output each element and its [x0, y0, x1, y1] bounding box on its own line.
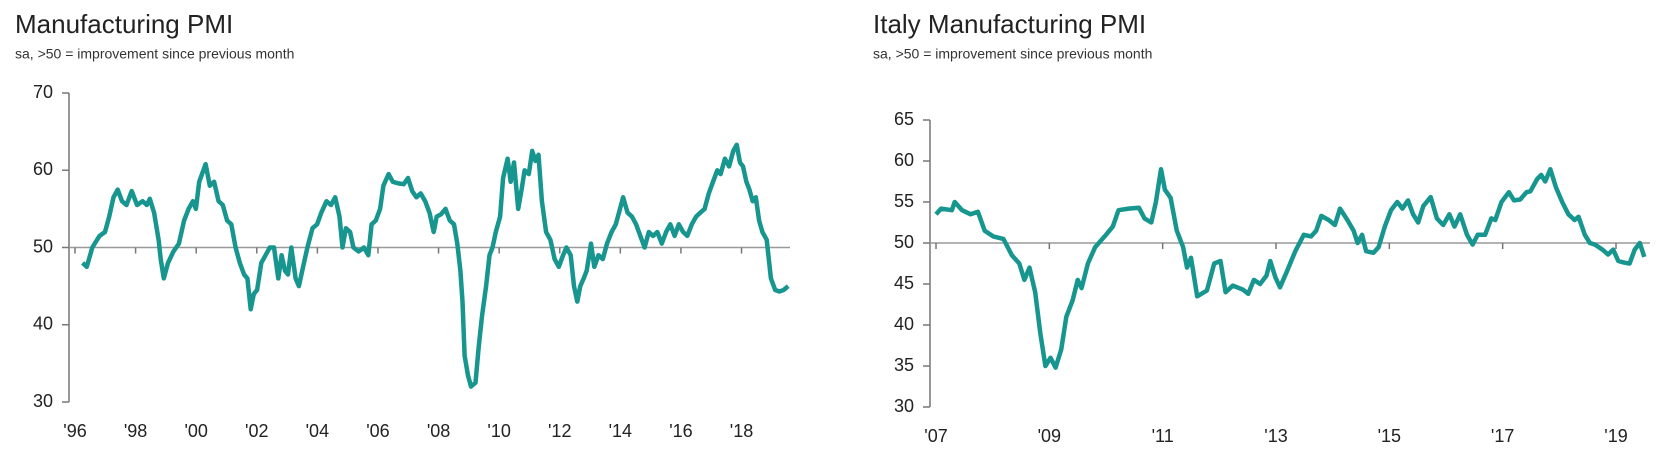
chart-subtitle: sa, >50 = improvement since previous mon… — [15, 46, 294, 62]
y-tick-label: 30 — [33, 391, 53, 411]
x-tick-label: '14 — [609, 421, 632, 441]
y-tick-label: 60 — [33, 159, 53, 179]
x-tick-label: '16 — [669, 421, 692, 441]
y-tick-label: 50 — [894, 232, 914, 252]
x-tick-label: '10 — [487, 421, 510, 441]
x-tick-label: '18 — [730, 421, 753, 441]
x-tick-label: '13 — [1264, 426, 1287, 446]
x-tick-label: '17 — [1491, 426, 1514, 446]
y-tick-label: 50 — [33, 236, 53, 256]
x-tick-label: '09 — [1038, 426, 1061, 446]
y-tick-label: 30 — [894, 396, 914, 416]
x-tick-label: '00 — [184, 421, 207, 441]
y-tick-label: 35 — [894, 355, 914, 375]
x-tick-label: '12 — [548, 421, 571, 441]
y-tick-label: 40 — [33, 314, 53, 334]
chart-subtitle: sa, >50 = improvement since previous mon… — [873, 46, 1152, 62]
x-tick-label: '96 — [63, 421, 86, 441]
chart-title: Italy Manufacturing PMI — [873, 9, 1146, 39]
y-tick-label: 70 — [33, 82, 53, 102]
x-tick-label: '11 — [1152, 426, 1174, 446]
y-tick-label: 60 — [894, 150, 914, 170]
y-tick-label: 65 — [894, 109, 914, 129]
x-tick-label: '98 — [124, 421, 147, 441]
y-tick-label: 55 — [894, 191, 914, 211]
x-tick-label: '07 — [924, 426, 947, 446]
y-tick-label: 40 — [894, 314, 914, 334]
x-tick-label: '19 — [1604, 426, 1627, 446]
data-line — [934, 166, 1647, 370]
x-tick-label: '04 — [306, 421, 329, 441]
chart-title: Manufacturing PMI — [15, 9, 233, 39]
x-tick-label: '08 — [427, 421, 450, 441]
x-tick-label: '06 — [366, 421, 389, 441]
data-line — [81, 142, 790, 389]
y-tick-label: 45 — [894, 273, 914, 293]
x-tick-label: '15 — [1378, 426, 1401, 446]
x-tick-label: '02 — [245, 421, 268, 441]
